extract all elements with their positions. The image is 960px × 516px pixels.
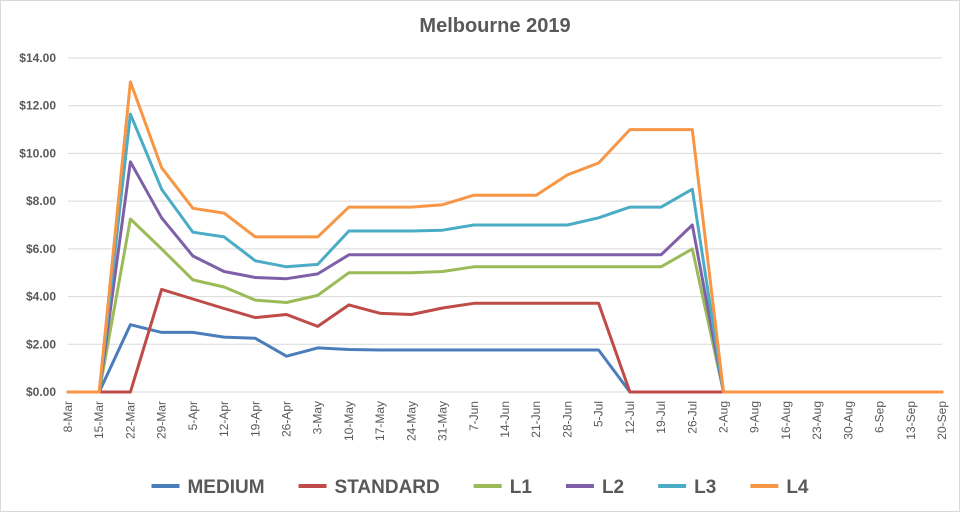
legend-label-standard: STANDARD [335,477,440,498]
chart-title: Melbourne 2019 [419,15,570,37]
x-tick-label: 5-Apr [186,401,200,430]
series-line-l4 [66,80,944,394]
series-line-medium [66,323,944,394]
x-tick-label: 7-Jun [467,401,481,431]
x-tick-label: 8-Mar [61,401,75,432]
legend-label-l2: L2 [602,477,624,498]
series-line-l1 [66,217,944,394]
y-tick-label: $14.00 [19,51,56,65]
y-tick-label: $0.00 [26,385,56,399]
x-tick-label: 26-Jul [685,401,699,434]
y-tick-label: $4.00 [26,290,56,304]
x-tick-label: 20-Sep [935,401,949,440]
x-tick-label: 10-May [342,401,356,441]
x-tick-label: 30-Aug [841,401,855,440]
y-tick-label: $10.00 [19,146,56,160]
x-tick-label: 15-Mar [92,401,106,439]
x-tick-label: 14-Jun [498,401,512,438]
x-tick-label: 19-Apr [248,401,262,437]
y-tick-label: $12.00 [19,99,56,113]
legend: MEDIUM STANDARD L1 L2 L3 L4 [151,477,809,498]
x-tick-label: 12-Jul [623,401,637,434]
legend-label-medium: MEDIUM [187,477,264,498]
series-line-standard [66,287,944,394]
x-tick-label: 3-May [311,401,325,434]
x-tick-label: 12-Apr [217,401,231,437]
y-tick-label: $2.00 [26,337,56,351]
x-tick-label: 19-Jul [654,401,668,434]
x-tick-label: 26-Apr [280,401,294,437]
series-lines [66,80,944,394]
x-tick-label: 6-Sep [873,401,887,433]
x-tick-label: 13-Sep [904,401,918,440]
x-tick-label: 5-Jul [592,401,606,427]
x-tick-label: 31-May [436,401,450,441]
x-tick-label: 21-Jun [529,401,543,438]
y-axis-tick-labels: $0.00 $2.00 $4.00 $6.00 $8.00 $10.00 $12.00 $14… [19,51,56,399]
legend-label-l3: L3 [694,477,716,498]
x-tick-label: 17-May [373,401,387,441]
legend-label-l1: L1 [510,477,533,498]
x-tick-label: 2-Aug [717,401,731,433]
x-tick-label: 16-Aug [779,401,793,440]
x-tick-label: 24-May [404,401,418,441]
x-tick-label: 28-Jun [560,401,574,438]
x-tick-label: 29-Mar [155,401,169,439]
x-axis-tick-labels: 8-Mar 15-Mar 22-Mar 29-Mar 5-Apr 12-Apr 19-Apr… [61,401,949,441]
y-tick-label: $6.00 [26,242,56,256]
gridlines [68,57,942,393]
x-tick-label: 9-Aug [748,401,762,433]
y-tick-label: $8.00 [26,194,56,208]
legend-label-l4: L4 [786,477,809,498]
x-tick-label: 23-Aug [810,401,824,440]
x-tick-label: 22-Mar [123,401,137,439]
